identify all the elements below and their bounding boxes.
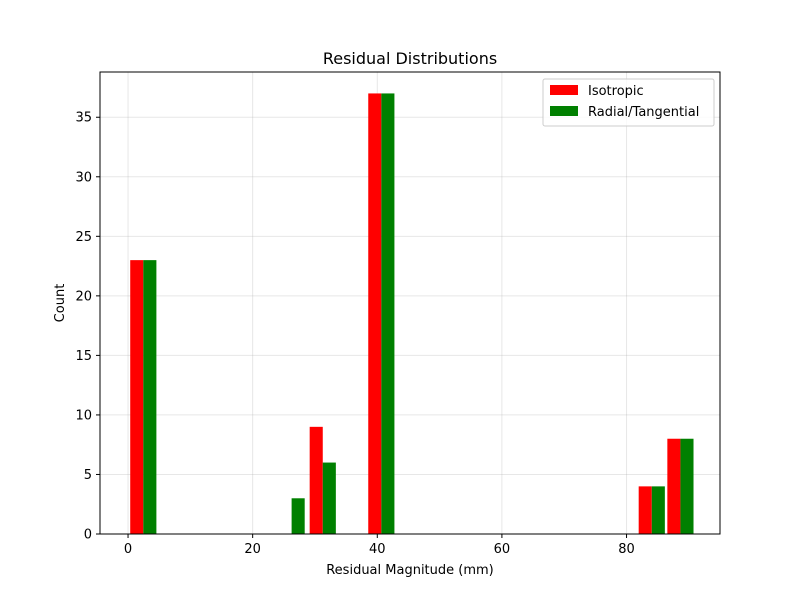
bar-radial-tangential (381, 93, 395, 535)
chart-title: Residual Distributions (323, 49, 497, 68)
legend: Isotropic Radial/Tangential (542, 78, 715, 127)
x-axis-title: Residual Magnitude (mm) (326, 563, 494, 578)
bar-isotropic (667, 438, 681, 534)
y-axis-title: Count (53, 284, 68, 323)
legend-swatch-isotropic (550, 85, 578, 95)
x-tick-label: 80 (618, 542, 635, 557)
y-tick-label: 10 (75, 408, 92, 423)
bar-radial-tangential (680, 438, 694, 534)
y-tick-label: 15 (75, 349, 92, 364)
grid-lines (100, 72, 720, 535)
bar-radial-tangential (322, 462, 336, 534)
bars (130, 93, 694, 535)
bar-isotropic (368, 93, 382, 535)
x-tick-label: 20 (244, 542, 261, 557)
y-tick-label: 25 (75, 230, 92, 245)
legend-label-radial-tangential: Radial/Tangential (588, 105, 699, 120)
x-tick-label: 40 (369, 542, 386, 557)
y-tick-label: 5 (84, 468, 92, 483)
legend-swatch-radial-tangential (550, 106, 578, 116)
bar-radial-tangential (651, 486, 665, 534)
bar-radial-tangential (143, 260, 157, 534)
x-tick-label: 60 (494, 542, 511, 557)
bar-radial-tangential (291, 498, 305, 534)
y-tick-label: 35 (75, 111, 92, 126)
legend-label-isotropic: Isotropic (588, 84, 644, 99)
x-tick-label: 0 (124, 542, 132, 557)
bar-isotropic (638, 486, 652, 534)
bar-isotropic (130, 260, 144, 534)
bar-isotropic (309, 426, 323, 534)
y-tick-label: 30 (75, 170, 92, 185)
y-tick-label: 0 (84, 528, 92, 543)
y-axis-ticks: 0 5 10 15 20 25 30 35 (75, 111, 100, 543)
x-axis-ticks: 0 20 40 60 80 (124, 534, 635, 557)
plot-frame (99, 71, 721, 535)
legend-frame (542, 78, 715, 127)
y-tick-label: 20 (75, 289, 92, 304)
